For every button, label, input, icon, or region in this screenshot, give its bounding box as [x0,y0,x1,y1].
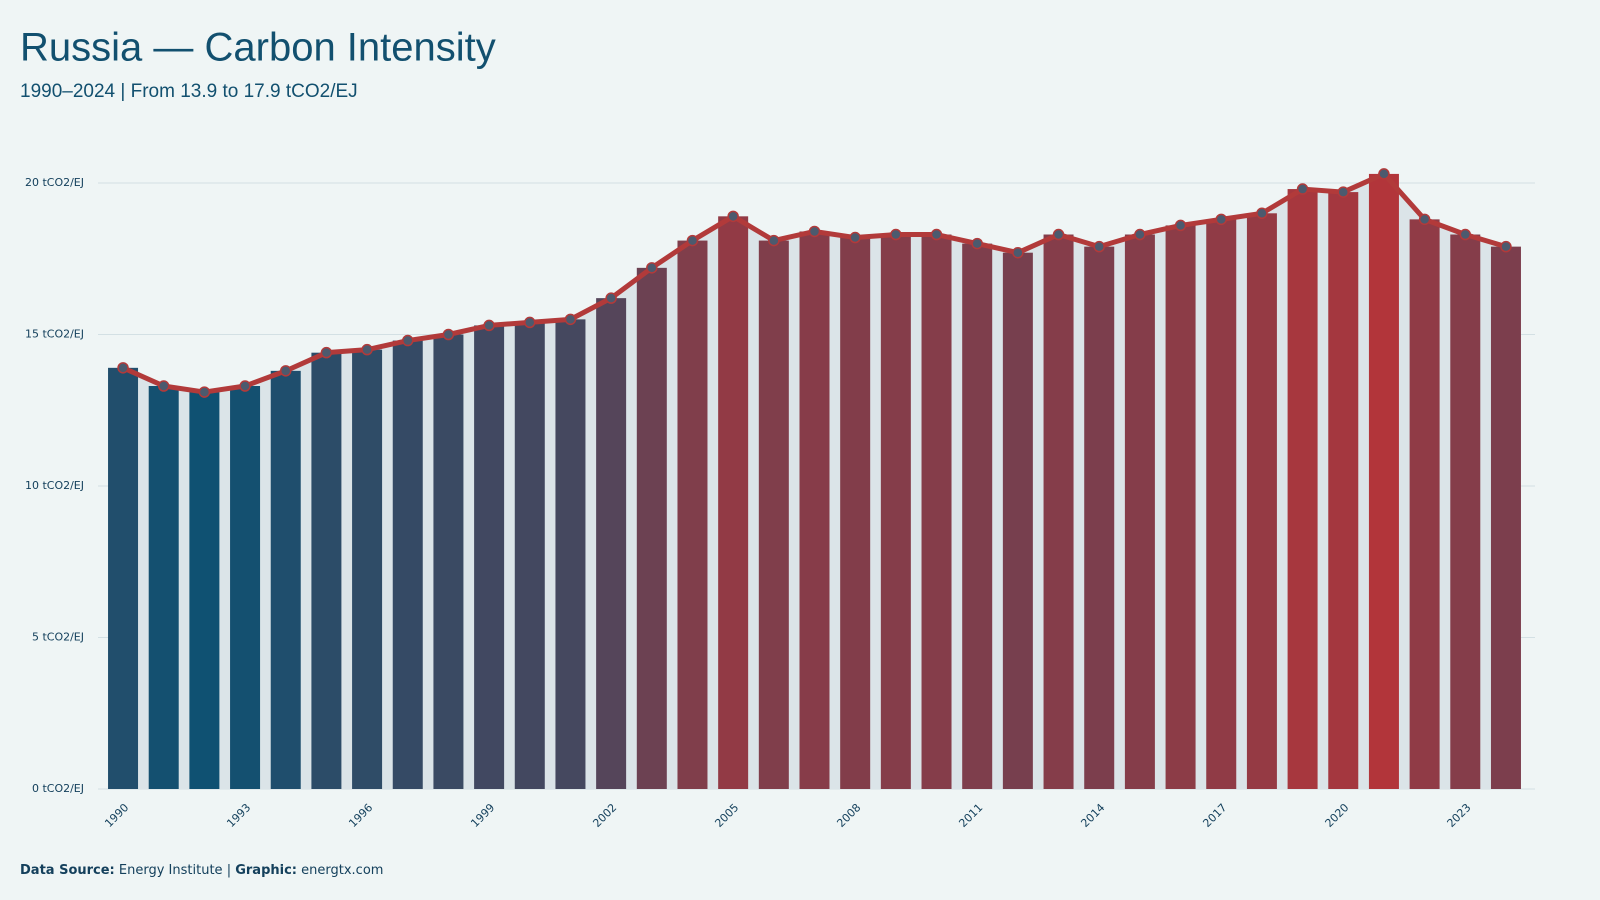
chart-title: Russia — Carbon Intensity [20,26,496,70]
bar [108,367,139,789]
bar [433,334,464,789]
marker [442,328,455,341]
marker [1052,228,1065,241]
bar [1490,246,1521,789]
marker [564,313,577,326]
y-tick-label: 15 tCO2/EJ [25,328,84,341]
marker [1134,228,1146,241]
marker [198,386,211,398]
bar [880,234,911,789]
footer-separator: | [227,863,231,878]
bar [230,386,261,789]
bar [1084,246,1115,789]
marker [849,231,861,244]
bar [1124,234,1155,789]
marker [1174,219,1187,232]
bar [514,322,545,789]
marker [686,234,699,247]
marker [890,228,902,241]
bar [1450,234,1481,789]
bar [1246,213,1277,790]
bar [392,340,423,789]
marker [930,228,943,241]
marker [483,319,495,332]
bar [474,325,505,789]
bar [1287,189,1318,789]
footer-graphic-label: Graphic: [235,863,297,878]
marker [1012,246,1024,259]
marker [1296,183,1309,195]
marker [1215,213,1227,226]
marker [1418,213,1431,226]
marker [1500,240,1512,253]
marker [402,334,414,347]
bar [962,243,993,790]
marker [646,262,658,274]
marker [1378,168,1390,180]
bar [799,231,830,790]
y-tick-label: 5 tCO2/EJ [32,631,84,644]
marker [1093,240,1105,253]
marker [768,234,780,247]
y-tick-label: 0 tCO2/EJ [32,782,84,795]
bar [352,349,383,789]
y-tick-label: 20 tCO2/EJ [25,176,84,189]
bar [1409,219,1440,790]
footer-source-label: Data Source: [20,863,115,878]
marker [157,380,170,392]
marker [524,316,536,329]
bar [1002,252,1033,789]
bar [636,267,667,790]
chart-subtitle: 1990–2024 | From 13.9 to 17.9 tCO2/EJ [20,81,358,102]
bar [148,386,179,789]
bar [1043,234,1074,789]
marker [727,210,739,223]
bar [1165,225,1196,790]
bar [758,240,789,789]
footer-source: Energy Institute [119,863,223,878]
marker [1256,207,1268,220]
bar [270,370,301,789]
bar [1206,219,1237,790]
marker [1459,228,1472,241]
bar [596,298,627,789]
marker [1337,186,1350,198]
footer: Data Source: Energy Institute | Graphic:… [20,863,383,878]
marker [808,225,821,238]
bar [555,319,586,789]
bar [1328,192,1359,790]
marker [971,237,983,250]
footer-graphic: energtx.com [301,863,383,878]
marker [361,343,373,356]
bar [677,240,708,789]
marker [320,346,333,359]
marker [279,365,292,377]
marker [117,362,129,374]
y-tick-label: 10 tCO2/EJ [25,479,84,492]
bar [311,352,342,789]
bar [1368,173,1399,789]
marker [239,380,251,392]
marker [605,292,617,304]
bar [840,237,871,790]
bar [921,234,952,789]
bar [718,216,749,789]
bar [189,392,220,789]
